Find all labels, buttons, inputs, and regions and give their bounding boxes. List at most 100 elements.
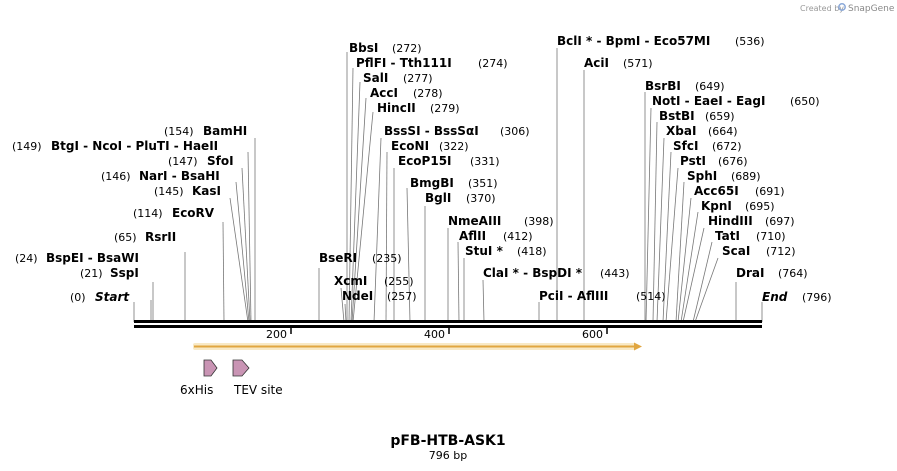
site-pos: (398): [524, 215, 554, 228]
site-acci[interactable]: AccI (278): [370, 86, 443, 100]
site-name: AccI: [370, 86, 398, 100]
site-nari[interactable]: (146) NarI - BsaHI: [101, 169, 220, 183]
site-pos: (712): [766, 245, 796, 258]
site-bamhi[interactable]: (154) BamHI: [164, 124, 247, 138]
feature-label: TEV site: [233, 383, 283, 397]
site-pos: (331): [470, 155, 500, 168]
end-pos: (796): [802, 291, 832, 304]
site-pos: (443): [600, 267, 630, 280]
site-scai[interactable]: ScaI (712): [722, 244, 796, 258]
site-drai[interactable]: DraI (764): [736, 266, 808, 280]
site-clai[interactable]: ClaI * - BspDI * (443): [483, 266, 630, 280]
site-sspi[interactable]: (21) SspI: [80, 266, 139, 280]
created-by-label: Created by: [800, 4, 844, 13]
site-tati[interactable]: TatI (710): [715, 229, 786, 243]
site-name: BseRI: [319, 251, 357, 265]
site-name: PstI: [680, 154, 706, 168]
site-bsssi[interactable]: BssSI - BssSαI (306): [384, 124, 530, 138]
site-sphi[interactable]: SphI (689): [687, 169, 761, 183]
feature-tev[interactable]: TEV site: [232, 359, 283, 397]
site-pos: (649): [695, 80, 725, 93]
site-econi[interactable]: EcoNI (322): [391, 139, 469, 153]
dna-backbone: [134, 320, 762, 328]
site-bsrbi[interactable]: BsrBI (649): [645, 79, 725, 93]
site-pos: (514): [636, 290, 666, 303]
site-bmgbi[interactable]: BmgBI (351): [410, 176, 498, 190]
site-pos: (672): [712, 140, 742, 153]
site-name: HindIII: [708, 214, 753, 228]
site-pos: (274): [478, 57, 508, 70]
site-name: PflFI - Tth111I: [356, 56, 452, 70]
site-pos: (255): [384, 275, 414, 288]
site-name: EcoRV: [172, 206, 215, 220]
feature-6xhis[interactable]: 6xHis: [180, 359, 218, 397]
site-name: RsrII: [145, 230, 176, 244]
site-pos: (676): [718, 155, 748, 168]
site-pos: (154): [164, 125, 194, 138]
site-name: SfcI: [673, 139, 698, 153]
site-ecop15i[interactable]: EcoP15I (331): [398, 154, 500, 168]
site-name: BssSI - BssSαI: [384, 124, 479, 138]
snapgene-logo-icon: [838, 3, 846, 11]
site-kpni[interactable]: KpnI (695): [701, 199, 775, 213]
site-bseri[interactable]: BseRI (235): [319, 251, 402, 265]
site-name: NdeI: [342, 289, 373, 303]
site-name: BamHI: [203, 124, 247, 138]
site-xcmi[interactable]: XcmI (255): [334, 274, 414, 288]
site-bcli[interactable]: BclI * - BpmI - Eco57MI (536): [557, 34, 765, 48]
site-pos: (536): [735, 35, 765, 48]
site-pos: (571): [623, 57, 653, 70]
site-bgli[interactable]: BglI (370): [425, 191, 496, 205]
site-rsrii[interactable]: (65) RsrII: [114, 230, 176, 244]
site-name: StuI *: [465, 244, 504, 258]
site-name: ClaI * - BspDI *: [483, 266, 583, 280]
site-pos: (21): [80, 267, 103, 280]
site-pos: (689): [731, 170, 761, 183]
site-noti[interactable]: NotI - EaeI - EagI (650): [652, 94, 820, 108]
site-sfoi[interactable]: (147) SfoI: [168, 154, 234, 168]
start-marker: (0) Start: [70, 290, 130, 304]
site-kasi[interactable]: (145) KasI: [154, 184, 221, 198]
site-pflfi[interactable]: PflFI - Tth111I (274): [356, 56, 508, 70]
site-name: ScaI: [722, 244, 750, 258]
tev-arrow-icon: [232, 359, 250, 377]
site-ecorv[interactable]: (114) EcoRV: [133, 206, 215, 220]
site-name: BbsI: [349, 41, 378, 55]
site-sfci[interactable]: SfcI (672): [673, 139, 742, 153]
site-name: HincII: [377, 101, 416, 115]
site-sali[interactable]: SalI (277): [363, 71, 433, 85]
orf-arrow[interactable]: [193, 342, 642, 351]
site-nmeaiii[interactable]: NmeAIII (398): [448, 214, 554, 228]
ruler-tick-400: 400: [424, 328, 445, 341]
site-bstbi[interactable]: BstBI (659): [659, 109, 735, 123]
site-psti[interactable]: PstI (676): [680, 154, 748, 168]
site-acc65i[interactable]: Acc65I (691): [694, 184, 785, 198]
site-pos: (322): [439, 140, 469, 153]
site-pos: (691): [755, 185, 785, 198]
site-acii[interactable]: AciI (571): [584, 56, 653, 70]
feature-label: 6xHis: [180, 383, 213, 397]
site-name: AflII: [459, 229, 486, 243]
site-bbsi[interactable]: BbsI (272): [349, 41, 422, 55]
end-marker: End (796): [762, 290, 832, 304]
site-name: BspEI - BsaWI: [46, 251, 139, 265]
site-hincii[interactable]: HincII (279): [377, 101, 460, 115]
site-pos: (279): [430, 102, 460, 115]
site-bspei[interactable]: (24) BspEI - BsaWI: [15, 251, 139, 265]
site-pcii[interactable]: PciI - AflIII (514): [539, 289, 666, 303]
site-name: NarI - BsaHI: [139, 169, 220, 183]
site-pos: (65): [114, 231, 137, 244]
end-label: End: [762, 290, 788, 304]
site-name: SalI: [363, 71, 388, 85]
plasmid-length: 796 bp: [429, 449, 467, 462]
site-hindiii[interactable]: HindIII (697): [708, 214, 795, 228]
site-name: EcoNI: [391, 139, 429, 153]
site-stui[interactable]: StuI * (418): [465, 244, 547, 258]
site-name: BglI: [425, 191, 451, 205]
site-name: XcmI: [334, 274, 367, 288]
site-aflii[interactable]: AflII (412): [459, 229, 533, 243]
site-btgi[interactable]: (149) BtgI - NcoI - PluTI - HaeII: [12, 139, 218, 153]
start-label: Start: [95, 290, 130, 304]
site-xbai[interactable]: XbaI (664): [666, 124, 738, 138]
site-ndei[interactable]: NdeI (257): [342, 289, 417, 303]
